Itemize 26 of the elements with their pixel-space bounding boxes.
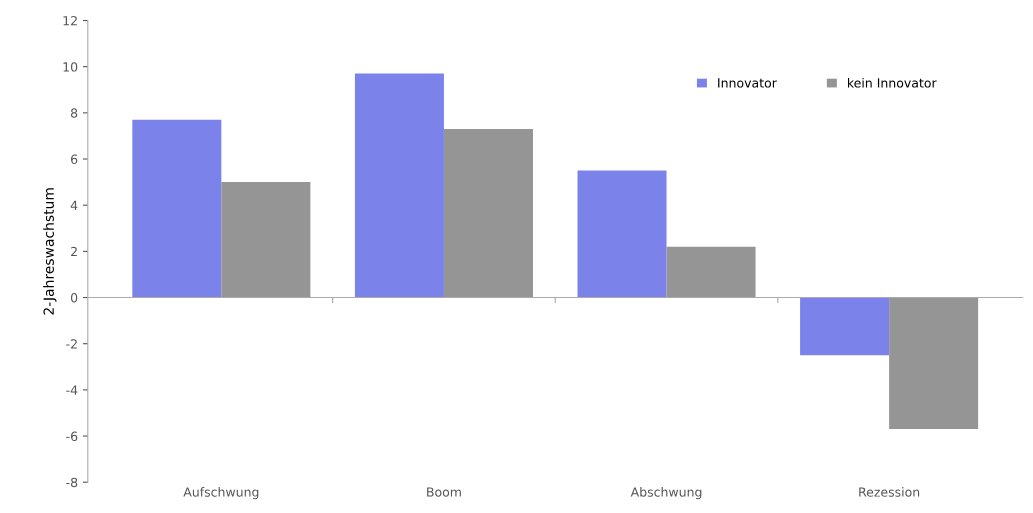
bar — [666, 246, 756, 298]
y-tick-label: -6 — [66, 431, 78, 441]
y-axis-title: 2-Jahreswachstum — [43, 188, 57, 315]
bar — [443, 129, 533, 298]
legend-label: kein Innovator — [848, 77, 937, 88]
x-tick-label: Rezession — [859, 487, 920, 497]
bar — [889, 297, 979, 430]
bar — [132, 119, 222, 298]
y-tick-label: 6 — [71, 154, 78, 164]
y-tick-label: 2 — [71, 246, 77, 257]
legend-label: Innovator — [718, 78, 777, 88]
y-tick-label: 12 — [63, 15, 77, 26]
y-tick-label: -2 — [66, 339, 77, 349]
bar — [800, 297, 890, 356]
y-tick-label: 0 — [70, 293, 78, 303]
bar — [221, 182, 311, 298]
x-tick-label: Abschwung — [630, 487, 702, 500]
bar — [354, 73, 444, 298]
y-tick-label: 4 — [70, 200, 78, 210]
y-tick-label: -4 — [66, 385, 78, 395]
x-tick-label: Aufschwung — [183, 487, 259, 500]
bar — [577, 170, 667, 298]
y-tick-label: 8 — [70, 108, 78, 118]
y-tick-label: -8 — [66, 477, 78, 488]
y-tick-label: 10 — [63, 62, 78, 72]
x-tick-label: Boom — [427, 487, 461, 497]
